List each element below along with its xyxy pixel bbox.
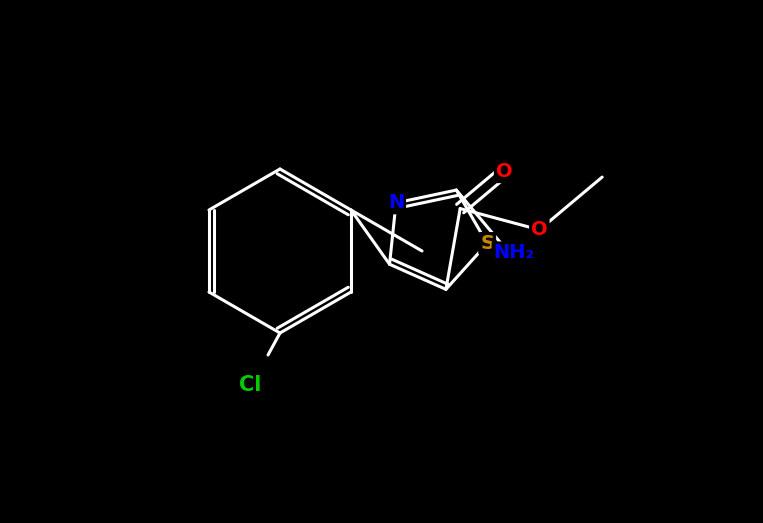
Text: NH₂: NH₂: [494, 243, 535, 263]
Text: N: N: [388, 194, 404, 212]
Text: S: S: [480, 234, 494, 253]
Text: O: O: [496, 162, 513, 181]
Text: O: O: [531, 220, 548, 240]
Text: Cl: Cl: [239, 375, 261, 395]
